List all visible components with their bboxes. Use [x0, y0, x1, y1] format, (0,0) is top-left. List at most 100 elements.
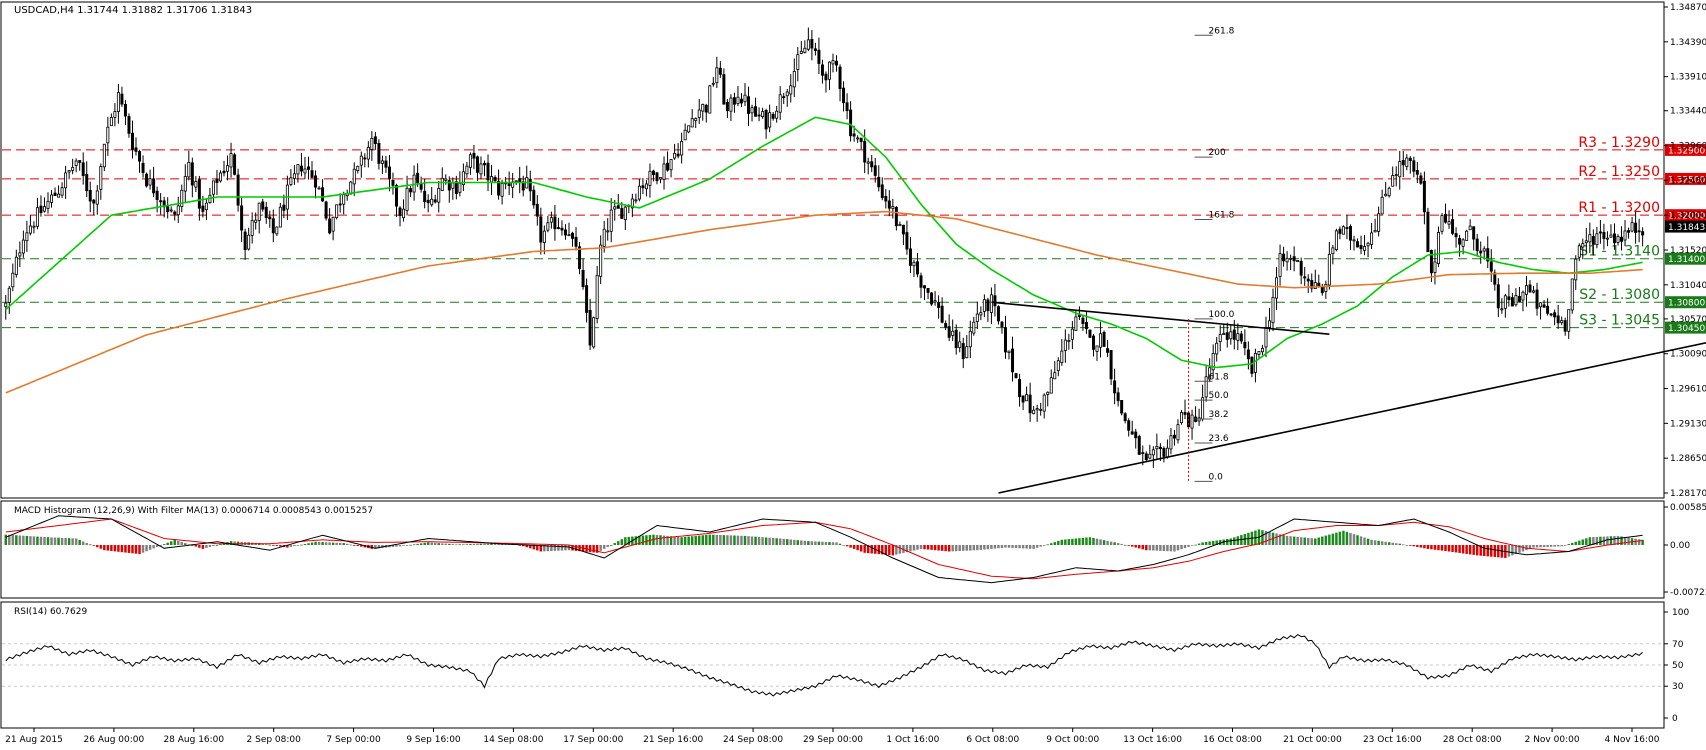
- candle-body: [747, 96, 751, 114]
- x-tick-label: 26 Aug 00:00: [84, 735, 145, 745]
- candle-body: [363, 157, 367, 160]
- macd-histogram-bar: [1218, 539, 1222, 546]
- candle-body: [1486, 248, 1490, 262]
- candle-body: [32, 225, 36, 228]
- macd-histogram-bar: [764, 537, 768, 546]
- candle-body: [796, 54, 800, 70]
- x-tick-label: 7 Sep 00:00: [326, 735, 381, 745]
- candle-body: [641, 185, 645, 189]
- candle-body: [233, 154, 237, 175]
- candle-body: [1412, 160, 1416, 172]
- macd-histogram-bar: [64, 538, 67, 546]
- candle-body: [46, 200, 50, 209]
- candle-body: [218, 172, 222, 182]
- macd-histogram-bar: [1113, 542, 1116, 546]
- macd-histogram-bar: [1328, 534, 1331, 546]
- macd-histogram-bar: [986, 545, 990, 550]
- macd-histogram-bar: [951, 545, 954, 552]
- macd-histogram-bar: [726, 535, 729, 546]
- candle-body: [1011, 348, 1015, 373]
- candle-body: [996, 306, 1000, 322]
- candle-body: [1574, 258, 1578, 281]
- macd-histogram-bar: [314, 541, 317, 546]
- candle-body: [11, 272, 15, 288]
- macd-histogram-bar: [1518, 545, 1521, 553]
- macd-histogram-bar: [1215, 540, 1218, 546]
- candle-body: [1539, 302, 1543, 308]
- candle-body: [785, 91, 789, 97]
- macd-histogram-bar: [219, 544, 222, 546]
- candle-body: [1218, 334, 1222, 342]
- candle-body: [915, 261, 919, 275]
- candle-body: [1609, 234, 1613, 238]
- candle-body: [1387, 187, 1391, 197]
- candle-body: [1535, 289, 1539, 309]
- macd-histogram-bar: [1486, 545, 1489, 557]
- macd-histogram-bar: [212, 545, 215, 546]
- macd-histogram-bar: [539, 545, 543, 552]
- macd-histogram-bar: [1303, 537, 1306, 546]
- macd-histogram-bar: [145, 545, 148, 552]
- candle-body: [1067, 340, 1071, 342]
- macd-histogram-bar: [898, 545, 902, 554]
- candle-body: [655, 172, 659, 182]
- macd-histogram-bar: [335, 542, 338, 546]
- candle-body: [275, 226, 279, 235]
- macd-histogram-bar: [293, 545, 296, 547]
- candle-body: [1356, 241, 1359, 248]
- macd-histogram-bar: [1081, 537, 1085, 546]
- macd-histogram-bar: [1299, 537, 1303, 546]
- macd-histogram-bar: [169, 541, 173, 546]
- macd-histogram-bar: [793, 539, 796, 546]
- candle-body: [247, 234, 251, 250]
- candle-body: [634, 199, 638, 202]
- candle-body: [176, 205, 180, 216]
- candle-body: [1503, 295, 1507, 309]
- candle-body: [940, 305, 944, 323]
- macd-histogram-bar: [426, 542, 430, 546]
- macd-histogram-bar: [71, 538, 74, 546]
- macd-histogram-bar: [106, 545, 110, 551]
- candle-body: [824, 73, 828, 81]
- macd-histogram-bar: [1162, 545, 1166, 552]
- candle-body: [1243, 341, 1247, 349]
- macd-histogram-bar: [662, 535, 666, 546]
- macd-histogram-bar: [92, 545, 95, 546]
- candle-body: [387, 166, 391, 180]
- candle-body: [1130, 431, 1134, 435]
- candle-body: [1028, 394, 1032, 414]
- macd-histogram-bar: [926, 545, 930, 550]
- candle-body: [307, 166, 310, 170]
- candle-body: [884, 195, 888, 202]
- candle-body: [1032, 409, 1036, 415]
- candle-body: [127, 116, 131, 134]
- candle-body: [1285, 257, 1289, 263]
- macd-histogram-bar: [933, 545, 937, 551]
- candle-body: [528, 178, 532, 192]
- trendline: [991, 301, 1330, 335]
- candle-body: [240, 205, 244, 231]
- trendline: [998, 341, 1706, 494]
- candle-body: [532, 189, 536, 206]
- macd-histogram-bar: [1317, 537, 1321, 546]
- candle-body: [1553, 312, 1557, 318]
- macd-y-tick-label: -0.007235: [1670, 588, 1706, 598]
- candle-body: [1384, 193, 1388, 197]
- candle-body: [402, 208, 406, 219]
- macd-histogram-bar: [1461, 545, 1465, 554]
- candle-body: [810, 38, 814, 49]
- candle-body: [1521, 291, 1525, 301]
- candle-body: [683, 129, 687, 141]
- candle-body: [863, 140, 867, 163]
- candle-body: [838, 66, 842, 90]
- macd-histogram-bar: [402, 545, 405, 546]
- macd-histogram-bar: [25, 535, 29, 546]
- macd-histogram-bar: [46, 537, 50, 546]
- macd-histogram-bar: [279, 545, 282, 547]
- candle-body: [444, 178, 448, 181]
- macd-histogram-bar: [1402, 544, 1405, 546]
- macd-histogram-bar: [1571, 542, 1574, 546]
- macd-histogram-bar: [1613, 536, 1616, 546]
